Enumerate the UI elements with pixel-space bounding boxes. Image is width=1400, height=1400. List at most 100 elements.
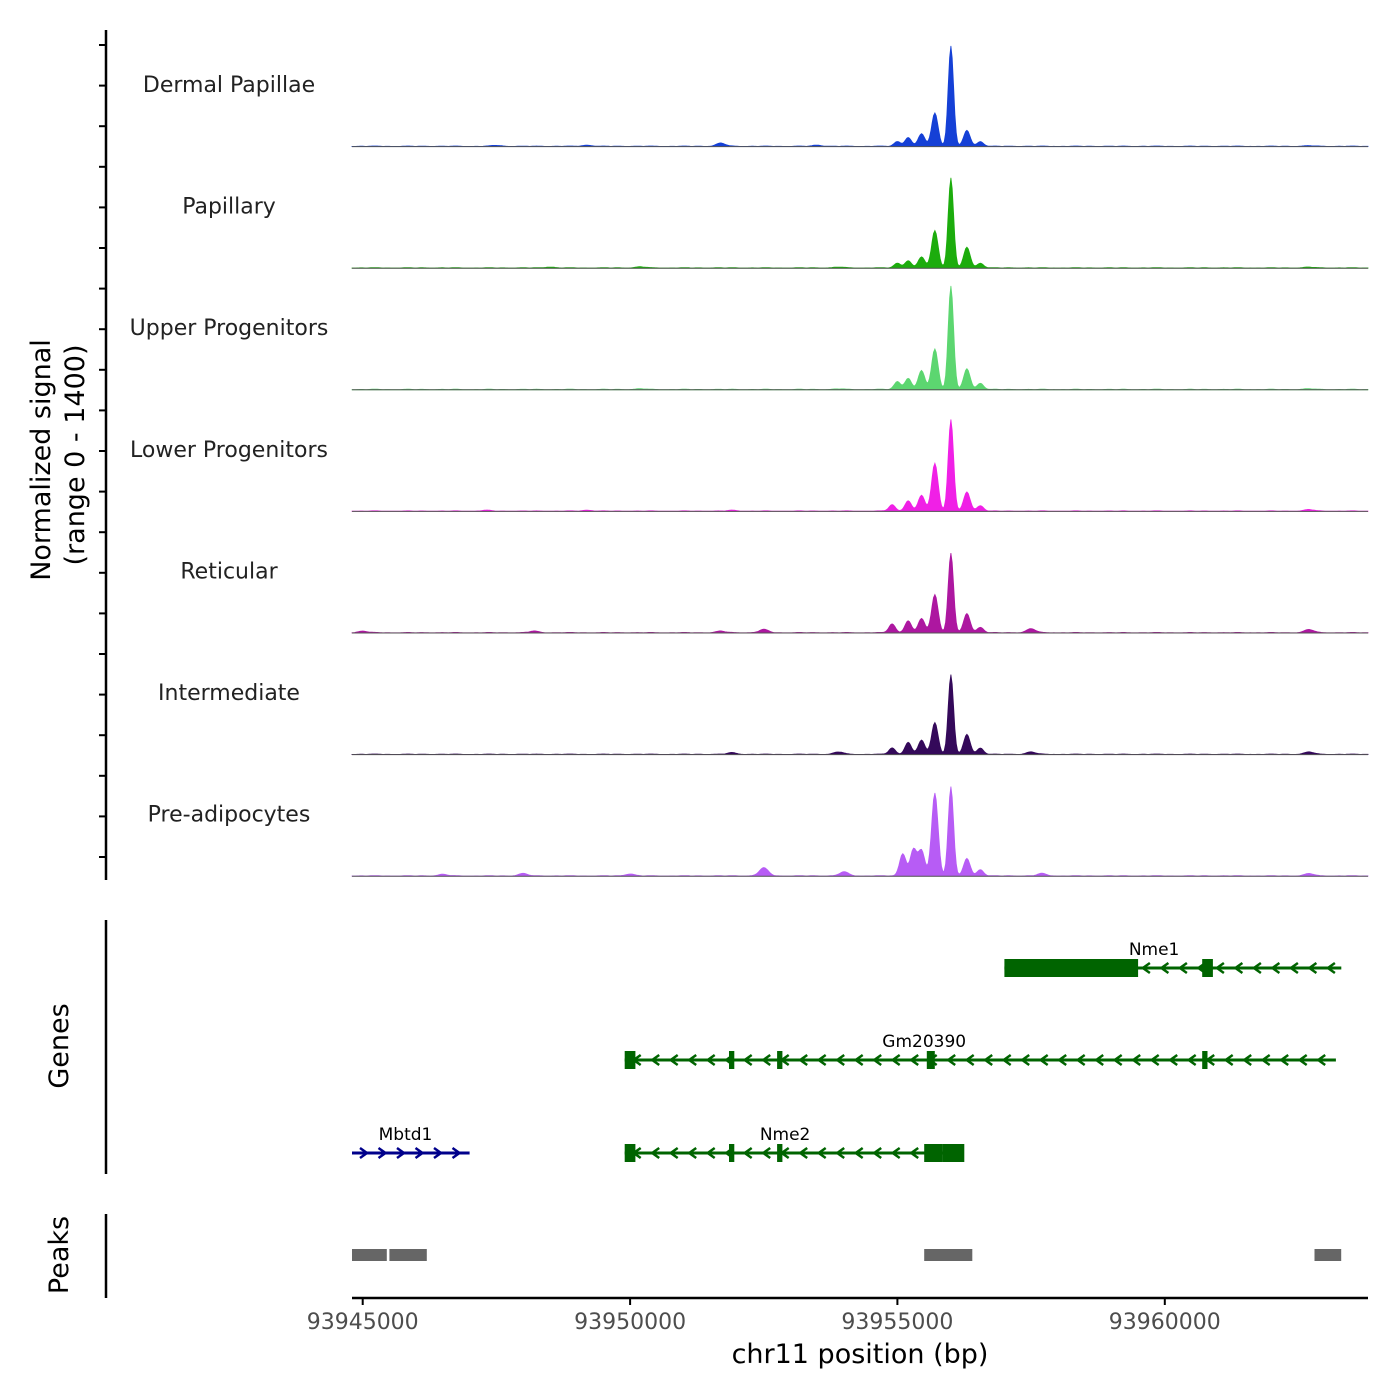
coverage-track: Reticular <box>180 552 1369 634</box>
gene-label: Gm20390 <box>882 1032 966 1052</box>
coverage-track: Upper Progenitors <box>130 285 1369 391</box>
coverage-tracks: Dermal Papillae Papillary Upper Progenitor… <box>99 30 1369 880</box>
gene-exon <box>777 1144 783 1162</box>
gene-label: Nme1 <box>1129 940 1180 960</box>
strand-chevron <box>1094 1053 1104 1067</box>
x-tick-label: 93960000 <box>1109 1310 1221 1335</box>
strand-chevron <box>705 1146 716 1160</box>
strand-chevron <box>835 1146 845 1160</box>
strand-chevron <box>377 1146 388 1160</box>
strand-chevron <box>1159 961 1170 975</box>
strand-chevron <box>761 1146 771 1160</box>
x-axis-title: chr11 position (bp) <box>732 1339 989 1370</box>
gene-annotation-track: Nme1 Gm20390 Mbtd1 Nme2 <box>104 920 1342 1174</box>
peak-region <box>352 1249 387 1261</box>
y-axis-title-line2: (range 0 - 1400) <box>60 345 91 566</box>
strand-chevron <box>1112 1053 1123 1067</box>
peak-region <box>1314 1249 1342 1261</box>
strand-chevron <box>1223 1053 1234 1067</box>
coverage-area <box>351 45 1369 147</box>
strand-chevron <box>668 1146 679 1160</box>
strand-chevron <box>1251 961 1262 975</box>
x-tick-label: 93945000 <box>307 1310 419 1335</box>
coverage-track: Intermediate <box>158 674 1369 756</box>
track-label: Papillary <box>182 195 276 220</box>
coverage-track: Pre-adipocytes <box>148 786 1369 877</box>
strand-chevron <box>983 1053 993 1067</box>
gene-exon <box>1202 1051 1208 1069</box>
gene-model: Mbtd1 <box>352 1125 470 1160</box>
strand-chevron <box>742 1053 753 1067</box>
strand-chevron <box>1057 1053 1067 1067</box>
strand-chevron <box>1297 1053 1308 1067</box>
x-tick-label: 93950000 <box>574 1310 686 1335</box>
strand-chevron <box>705 1053 716 1067</box>
strand-chevron <box>414 1146 425 1160</box>
strand-chevron <box>835 1053 845 1067</box>
coverage-area <box>351 552 1369 634</box>
strand-chevron <box>964 1053 975 1067</box>
strand-chevron <box>1233 961 1244 975</box>
strand-chevron <box>853 1053 864 1067</box>
strand-chevron <box>816 1053 827 1067</box>
strand-chevron <box>909 1053 919 1067</box>
track-label: Intermediate <box>158 681 300 706</box>
gene-label: Mbtd1 <box>379 1125 433 1145</box>
strand-chevron <box>909 1146 919 1160</box>
strand-chevron <box>1149 1053 1160 1067</box>
track-label: Lower Progenitors <box>130 438 328 463</box>
strand-chevron <box>1038 1053 1049 1067</box>
coverage-track: Lower Progenitors <box>130 419 1369 512</box>
y-axis-title-line1: Normalized signal <box>26 339 57 581</box>
track-label: Upper Progenitors <box>130 316 329 341</box>
strand-chevron <box>1186 1053 1197 1067</box>
track-label: Reticular <box>180 559 278 584</box>
gene-exon <box>729 1051 735 1069</box>
strand-chevron <box>890 1053 901 1067</box>
strand-chevron <box>1270 961 1281 975</box>
gene-exon <box>624 1144 636 1162</box>
strand-chevron <box>890 1146 901 1160</box>
gene-model: Nme1 <box>1004 940 1342 977</box>
x-axis: 93945000 93950000 93955000 93960000 <box>307 1296 1368 1335</box>
strand-chevron <box>1075 1053 1086 1067</box>
peak-region <box>389 1249 427 1261</box>
gene-exon <box>777 1051 783 1069</box>
strand-chevron <box>1020 1053 1030 1067</box>
gene-exon <box>924 1144 943 1162</box>
strand-chevron <box>687 1053 697 1067</box>
peaks-track-title: Peaks <box>44 1216 75 1294</box>
strand-chevron <box>1131 1053 1141 1067</box>
strand-chevron <box>687 1146 697 1160</box>
coverage-area <box>351 786 1369 877</box>
strand-chevron <box>1242 1053 1252 1067</box>
coverage-area <box>351 674 1369 755</box>
gene-model: Nme2 <box>624 1125 965 1162</box>
strand-chevron <box>650 1146 660 1160</box>
strand-chevron <box>1316 1053 1326 1067</box>
strand-chevron <box>1325 961 1336 975</box>
strand-chevron <box>1307 961 1318 975</box>
peak-region-track <box>104 1214 1342 1298</box>
strand-chevron <box>946 1053 956 1067</box>
strand-chevron <box>1279 1053 1289 1067</box>
coverage-area <box>351 419 1369 512</box>
strand-chevron <box>1001 1053 1012 1067</box>
strand-chevron <box>761 1053 771 1067</box>
strand-chevron <box>396 1146 407 1160</box>
gene-exon <box>1004 959 1139 977</box>
strand-chevron <box>433 1146 444 1160</box>
strand-chevron <box>1140 961 1151 975</box>
gene-exon <box>942 1144 965 1162</box>
gene-exon <box>1202 959 1213 977</box>
track-label: Pre-adipocytes <box>148 803 311 828</box>
gene-model: Gm20390 <box>624 1032 1336 1069</box>
strand-chevron <box>798 1146 808 1160</box>
coverage-track: Papillary <box>182 177 1369 269</box>
strand-chevron <box>1177 961 1188 975</box>
strand-chevron <box>872 1146 882 1160</box>
strand-chevron <box>650 1053 660 1067</box>
strand-chevron <box>359 1146 370 1160</box>
strand-chevron <box>668 1053 679 1067</box>
